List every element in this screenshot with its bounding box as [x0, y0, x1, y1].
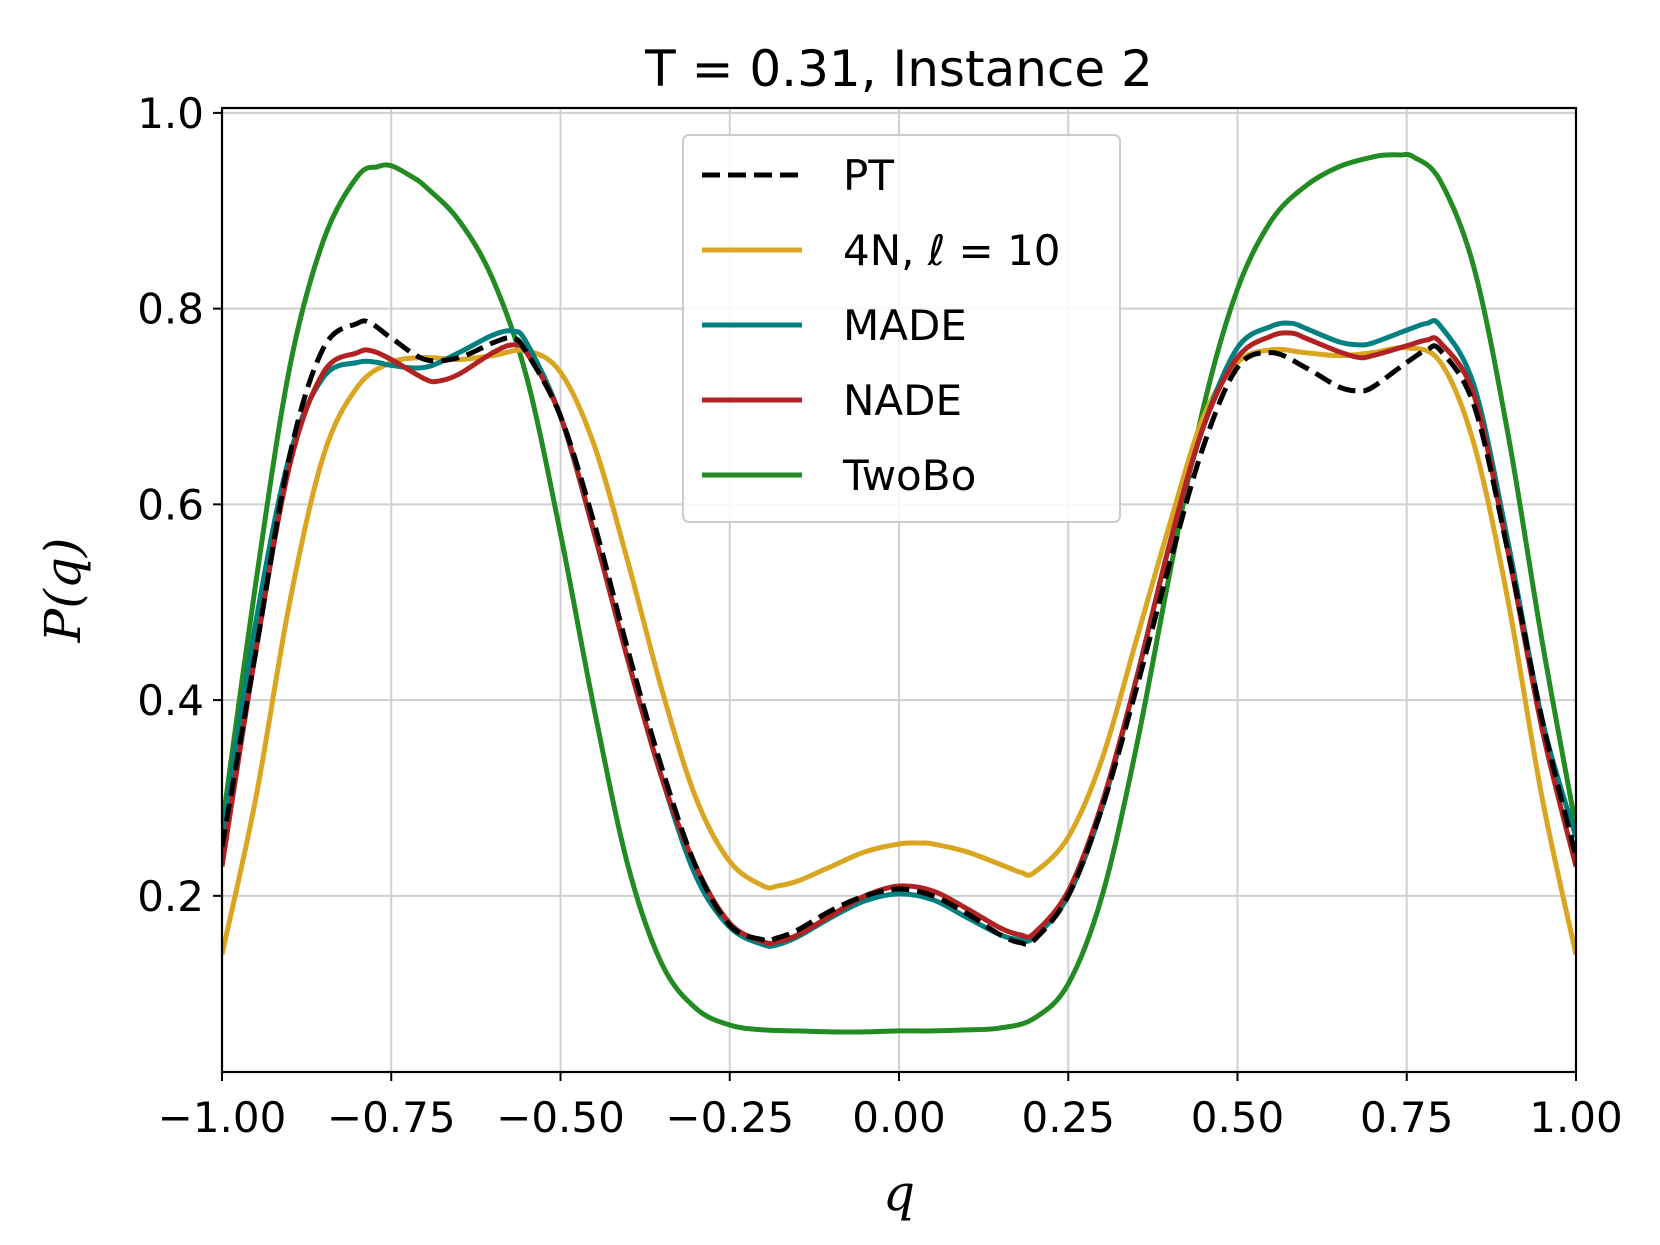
x-tick-label: −0.25	[665, 1093, 794, 1142]
x-tick-label: 0.25	[1021, 1093, 1115, 1142]
series-line-4n-10	[222, 344, 1576, 956]
x-tick-label: 0.50	[1191, 1093, 1285, 1142]
legend-label-made: MADE	[843, 301, 967, 350]
legend: PT 4N, ℓ = 10 MADE NADE TwoBo	[682, 134, 1121, 523]
x-tick-label: −1.00	[158, 1093, 287, 1142]
y-tick-label: 0.2	[137, 872, 204, 921]
y-tick-label: 0.8	[137, 285, 204, 334]
x-tick-label: 1.00	[1529, 1093, 1623, 1142]
series-layer	[222, 151, 1576, 1035]
y-axis-label: P(q)	[34, 538, 92, 644]
legend-label-4n-10: 4N, ℓ = 10	[843, 226, 1061, 275]
legend-box	[682, 134, 1121, 523]
series-line-pt	[222, 318, 1576, 948]
legend-label-nade: NADE	[843, 376, 962, 425]
x-tick-label: −0.75	[327, 1093, 456, 1142]
series-line-nade	[222, 330, 1576, 946]
y-tick-label: 0.6	[137, 480, 204, 529]
x-tick-label: −0.50	[496, 1093, 625, 1142]
series-line-made	[222, 317, 1576, 949]
tick-layer: −1.00 −0.75 −0.50 −0.25 0.00 0.25 0.50 0.75 1.00…	[137, 89, 1623, 1142]
series-line-twobo	[222, 151, 1576, 1035]
chart-title: T = 0.31, Instance 2	[644, 40, 1153, 98]
legend-label-pt: PT	[843, 151, 894, 200]
x-tick-label: 0.00	[852, 1093, 946, 1142]
x-tick-label: 0.75	[1360, 1093, 1454, 1142]
legend-label-twobo: TwoBo	[842, 451, 976, 500]
y-tick-label: 0.4	[137, 676, 204, 725]
x-axis-label: q	[883, 1164, 915, 1222]
y-tick-label: 1.0	[137, 89, 204, 138]
